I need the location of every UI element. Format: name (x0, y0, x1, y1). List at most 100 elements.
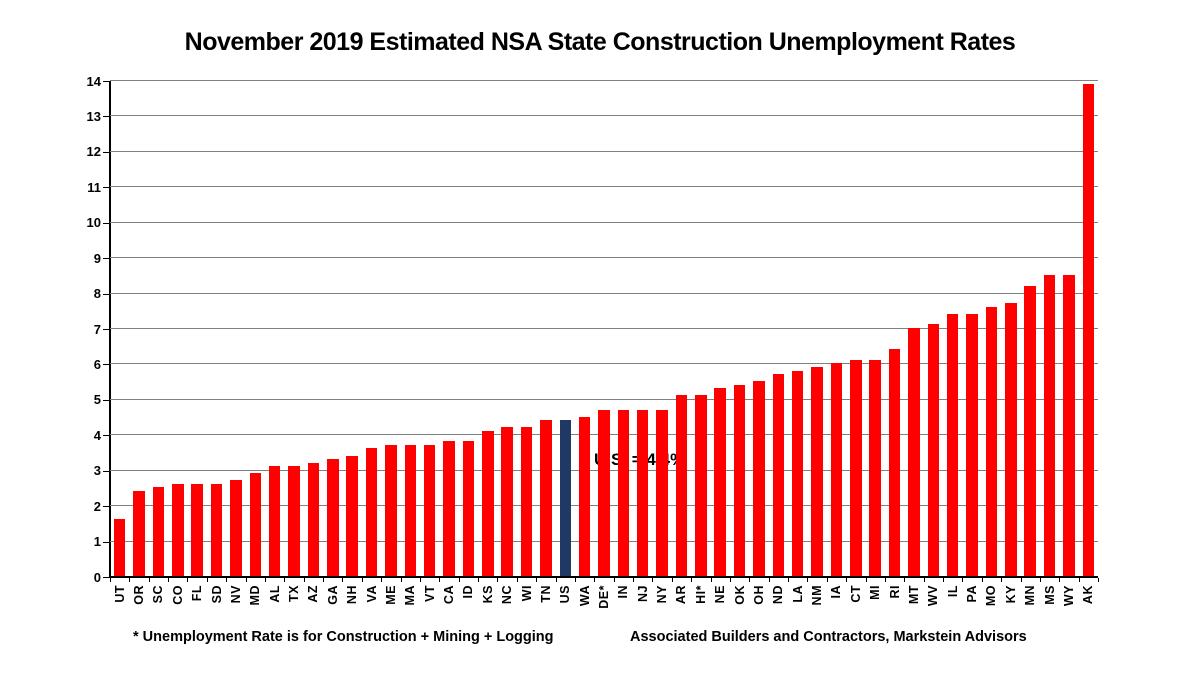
bar-OH (753, 381, 765, 576)
bar-WA (578, 416, 591, 576)
x-tick-30 (691, 578, 693, 582)
x-tick-13 (361, 578, 363, 582)
bar-FL (191, 483, 203, 576)
bar-MI (869, 359, 881, 576)
bar-AL (268, 466, 281, 576)
x-axis-label-OK: OK (732, 585, 747, 605)
bar-US (559, 420, 571, 576)
gridline-10 (110, 221, 1098, 223)
x-axis-label-WV: WV (926, 585, 941, 607)
y-tick-5 (103, 399, 109, 401)
x-axis-label-NV: NV (228, 585, 243, 604)
bar-NJ (636, 409, 649, 576)
bar-MA (404, 444, 417, 576)
x-tick-37 (826, 578, 828, 582)
y-tick-2 (103, 506, 109, 508)
y-axis-label-7: 7 (93, 321, 101, 337)
y-tick-3 (103, 470, 109, 472)
y-tick-14 (103, 81, 109, 82)
y-axis-label-11: 11 (87, 179, 101, 195)
x-tick-22 (536, 578, 538, 582)
y-axis-label-10: 10 (86, 215, 101, 231)
x-axis-label-MN: MN (1023, 585, 1038, 606)
x-axis-label-MA: MA (403, 585, 418, 606)
y-axis-label-5: 5 (93, 392, 101, 408)
x-tick-32 (729, 578, 731, 582)
x-tick-51 (1098, 578, 1099, 582)
bar-AR (675, 395, 688, 576)
x-axis-label-GA: GA (325, 585, 340, 605)
x-axis-label-ND: ND (771, 585, 786, 605)
x-tick-2 (148, 578, 150, 582)
x-axis-label-WA: WA (577, 585, 592, 607)
x-tick-33 (749, 578, 751, 582)
x-tick-35 (788, 578, 790, 582)
bar-MD (249, 473, 262, 576)
x-axis-label-WY: WY (1061, 585, 1076, 607)
bar-AZ (307, 462, 320, 576)
plot-area: U.S. = 4.4% (109, 80, 1098, 578)
x-tick-42 (923, 578, 925, 582)
x-axis-label-NJ: NJ (635, 585, 650, 602)
bar-DE* (598, 409, 610, 576)
x-axis-label-SD: SD (209, 585, 224, 604)
x-axis-label-PA: PA (965, 585, 980, 603)
bar-CO (172, 483, 184, 576)
bar-OR (133, 490, 145, 576)
x-axis-label-RI: RI (887, 585, 902, 599)
x-axis-label-AL: AL (267, 585, 282, 603)
x-axis-label-VA: VA (364, 585, 379, 603)
bar-ID (462, 441, 475, 576)
x-axis-label-WI: WI (519, 585, 534, 602)
x-axis-label-IL: IL (945, 585, 960, 598)
bar-IN (617, 409, 630, 576)
x-axis-label-IA: IA (829, 585, 844, 599)
x-axis-label-TX: TX (287, 585, 302, 602)
x-axis-label-MT: MT (906, 585, 921, 605)
y-tick-6 (103, 364, 109, 366)
bar-CT (850, 359, 862, 576)
x-axis-label-NC: NC (500, 585, 515, 605)
gridline-12 (110, 150, 1098, 152)
x-tick-34 (768, 578, 770, 582)
x-tick-43 (943, 578, 945, 582)
bar-VA (365, 448, 378, 576)
x-axis-label-IN: IN (616, 585, 631, 599)
x-axis-label-HI*: HI* (693, 585, 708, 604)
y-axis-line (109, 81, 111, 577)
x-tick-23 (555, 578, 557, 582)
x-tick-17 (439, 578, 441, 582)
bar-IA (830, 363, 843, 576)
x-tick-9 (284, 578, 286, 582)
footnote-asterisk: * Unemployment Rate is for Construction … (133, 629, 554, 645)
bar-TX (288, 466, 300, 576)
x-tick-29 (671, 578, 673, 582)
bar-WY (1063, 274, 1075, 576)
x-tick-36 (807, 578, 809, 582)
x-tick-27 (633, 578, 635, 582)
y-axis-label-12: 12 (86, 144, 101, 160)
x-tick-8 (264, 578, 266, 582)
x-tick-14 (381, 578, 383, 582)
gridline-5 (110, 398, 1098, 400)
bar-WI (520, 427, 533, 576)
x-tick-45 (981, 578, 983, 582)
x-tick-0 (110, 578, 111, 582)
bar-UT (113, 519, 126, 576)
x-tick-10 (303, 578, 305, 582)
x-tick-20 (497, 578, 499, 582)
x-tick-48 (1039, 578, 1041, 582)
bar-WV (927, 324, 940, 576)
x-axis-label-NH: NH (345, 585, 360, 605)
y-axis-label-6: 6 (93, 356, 101, 372)
x-tick-5 (206, 578, 208, 582)
bar-KS (482, 430, 494, 576)
x-axis-label-UT: UT (112, 585, 127, 603)
x-axis-label-AK: AK (1081, 585, 1096, 605)
gridline-11 (110, 186, 1098, 188)
bar-RI (888, 349, 901, 576)
x-tick-39 (865, 578, 867, 582)
bar-NC (501, 427, 513, 576)
footnote-source: Associated Builders and Contractors, Mar… (630, 629, 1027, 645)
